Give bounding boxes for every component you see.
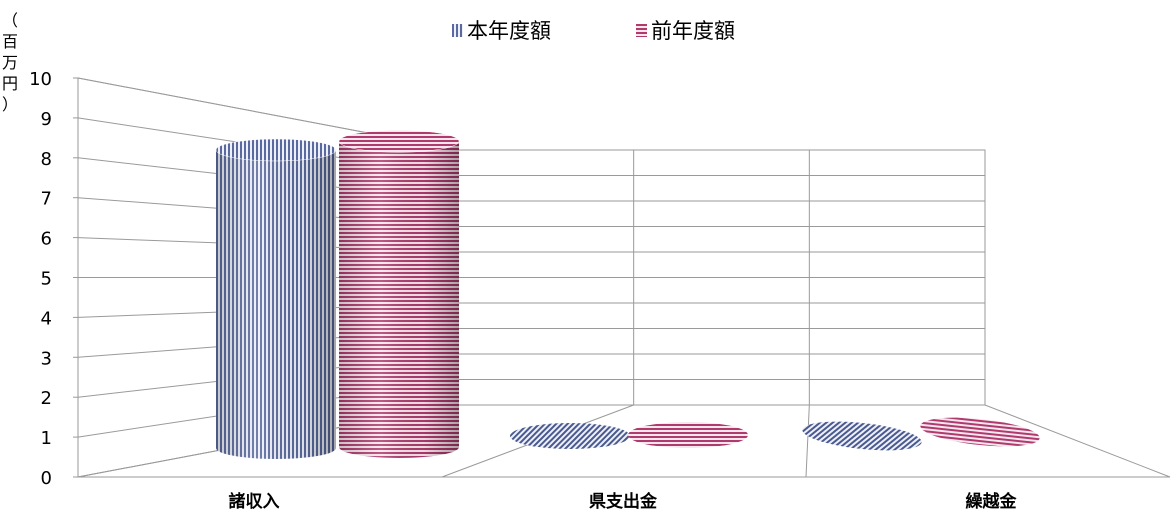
cylinder-shade (216, 149, 336, 460)
cylinder-disc (628, 422, 748, 448)
y-tick-label: 9 (41, 109, 52, 130)
y-tick-label: 5 (41, 269, 52, 290)
category-divider-floor (805, 404, 810, 478)
x-category-label: 諸収入 (229, 491, 280, 512)
y-tick-label: 3 (41, 348, 52, 369)
y-tick-label: 8 (41, 149, 52, 170)
legend-swatch-series-0 (452, 24, 463, 37)
cylinder-bar (628, 422, 748, 448)
cylinder-bar (920, 417, 1040, 447)
cylinder-top (338, 129, 460, 153)
legend-swatch-series-1 (636, 24, 647, 37)
y-tick-label: 6 (41, 229, 52, 250)
x-category-label: 県支出金 (589, 491, 658, 512)
y-tick-label: 7 (41, 189, 52, 210)
cylinder-disc (510, 423, 630, 449)
cylinder-bar (338, 129, 460, 458)
legend-label-series-1: 前年度額 (651, 19, 735, 43)
y-tick-label: 10 (29, 69, 52, 90)
chart-marks (215, 129, 1040, 460)
y-axis-ticks: 0 1 2 3 4 5 6 7 8 9 10 (29, 69, 52, 489)
x-category-label: 繰越金 (966, 491, 1018, 512)
y-tick-label: 0 (41, 468, 52, 489)
cylinder-bar (215, 138, 337, 460)
x-axis-categories: 諸収入 県支出金 繰越金 (229, 491, 1018, 512)
cylinder-bar (802, 421, 922, 451)
legend-label-series-0: 本年度額 (467, 19, 551, 43)
y-tick-label: 1 (41, 428, 52, 449)
y-tick-label: 4 (41, 308, 52, 329)
cylinder-disc (802, 421, 922, 451)
cylinder-disc (920, 417, 1040, 447)
legend-item-series-1: 前年度額 (636, 19, 735, 43)
y-axis-unit-label: （百万円） (2, 11, 18, 114)
y-tick-label: 2 (41, 388, 52, 409)
cylinder-top (215, 138, 337, 162)
legend: 本年度額 前年度額 (452, 19, 735, 43)
cylinder-shade (339, 141, 459, 458)
legend-item-series-0: 本年度額 (452, 19, 551, 43)
cylinder-bar (510, 423, 630, 449)
